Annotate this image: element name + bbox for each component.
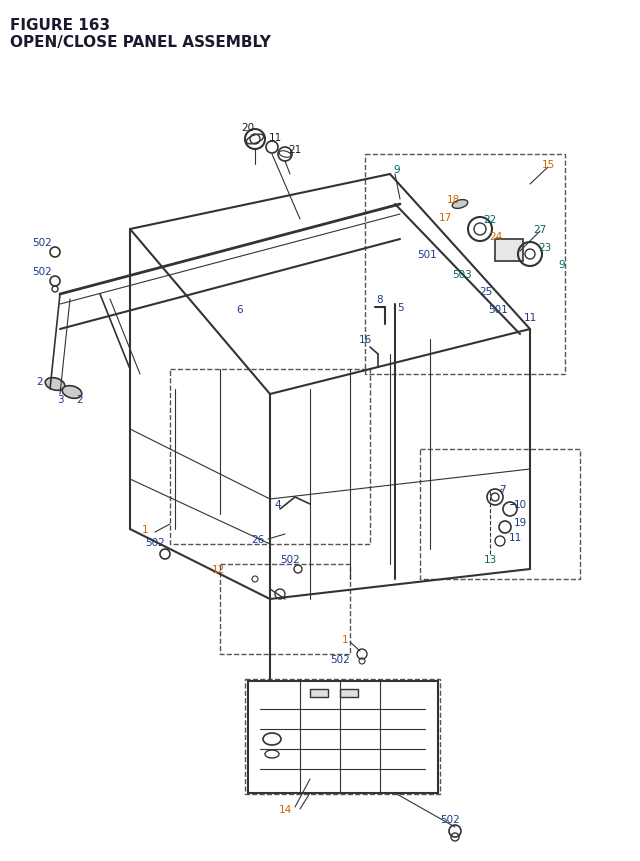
Text: 9: 9	[394, 164, 400, 175]
Text: 2: 2	[36, 376, 44, 387]
Text: 1: 1	[342, 635, 348, 644]
Text: 3: 3	[57, 394, 63, 405]
Bar	[245, 679, 440, 794]
Ellipse shape	[62, 387, 82, 399]
Text: 20: 20	[241, 123, 255, 133]
Text: 22: 22	[483, 214, 497, 225]
Text: 502: 502	[32, 267, 52, 276]
Text: 27: 27	[533, 225, 547, 235]
Text: 2: 2	[77, 394, 83, 405]
Bar	[495, 239, 523, 262]
Text: 4: 4	[275, 499, 282, 510]
Text: 6: 6	[237, 305, 243, 314]
Bar	[248, 681, 438, 793]
Bar	[420, 449, 580, 579]
Ellipse shape	[45, 378, 65, 391]
Text: OPEN/CLOSE PANEL ASSEMBLY: OPEN/CLOSE PANEL ASSEMBLY	[10, 35, 271, 50]
Text: 501: 501	[417, 250, 437, 260]
Text: 16: 16	[358, 335, 372, 344]
Text: 26: 26	[252, 535, 264, 544]
Text: 24: 24	[490, 232, 502, 242]
Text: 502: 502	[280, 554, 300, 564]
Text: 501: 501	[488, 305, 508, 314]
Text: 503: 503	[452, 269, 472, 280]
Text: 1: 1	[141, 524, 148, 535]
Text: 14: 14	[278, 804, 292, 814]
Text: 502: 502	[145, 537, 165, 548]
Text: 11: 11	[524, 313, 536, 323]
Text: 18: 18	[446, 195, 460, 205]
Text: 11: 11	[268, 133, 282, 143]
Text: 17: 17	[438, 213, 452, 223]
Text: 8: 8	[377, 294, 383, 305]
Text: 11: 11	[508, 532, 522, 542]
Text: 5: 5	[397, 303, 403, 313]
Text: 9: 9	[559, 260, 565, 269]
Text: 502: 502	[32, 238, 52, 248]
Text: 7: 7	[499, 485, 506, 494]
Text: 19: 19	[513, 517, 527, 528]
Text: 21: 21	[289, 145, 301, 155]
Bar	[220, 564, 350, 654]
Text: 15: 15	[541, 160, 555, 170]
Text: 13: 13	[483, 554, 497, 564]
Text: 25: 25	[479, 287, 493, 297]
Text: 23: 23	[538, 243, 552, 253]
Text: 12: 12	[211, 564, 225, 574]
Bar	[170, 369, 370, 544]
Text: 502: 502	[440, 814, 460, 824]
Bar	[340, 689, 358, 697]
Text: 502: 502	[330, 654, 350, 664]
Bar	[365, 155, 565, 375]
Bar	[310, 689, 328, 697]
Text: 10: 10	[513, 499, 527, 510]
Ellipse shape	[452, 201, 468, 209]
Text: FIGURE 163: FIGURE 163	[10, 18, 110, 33]
